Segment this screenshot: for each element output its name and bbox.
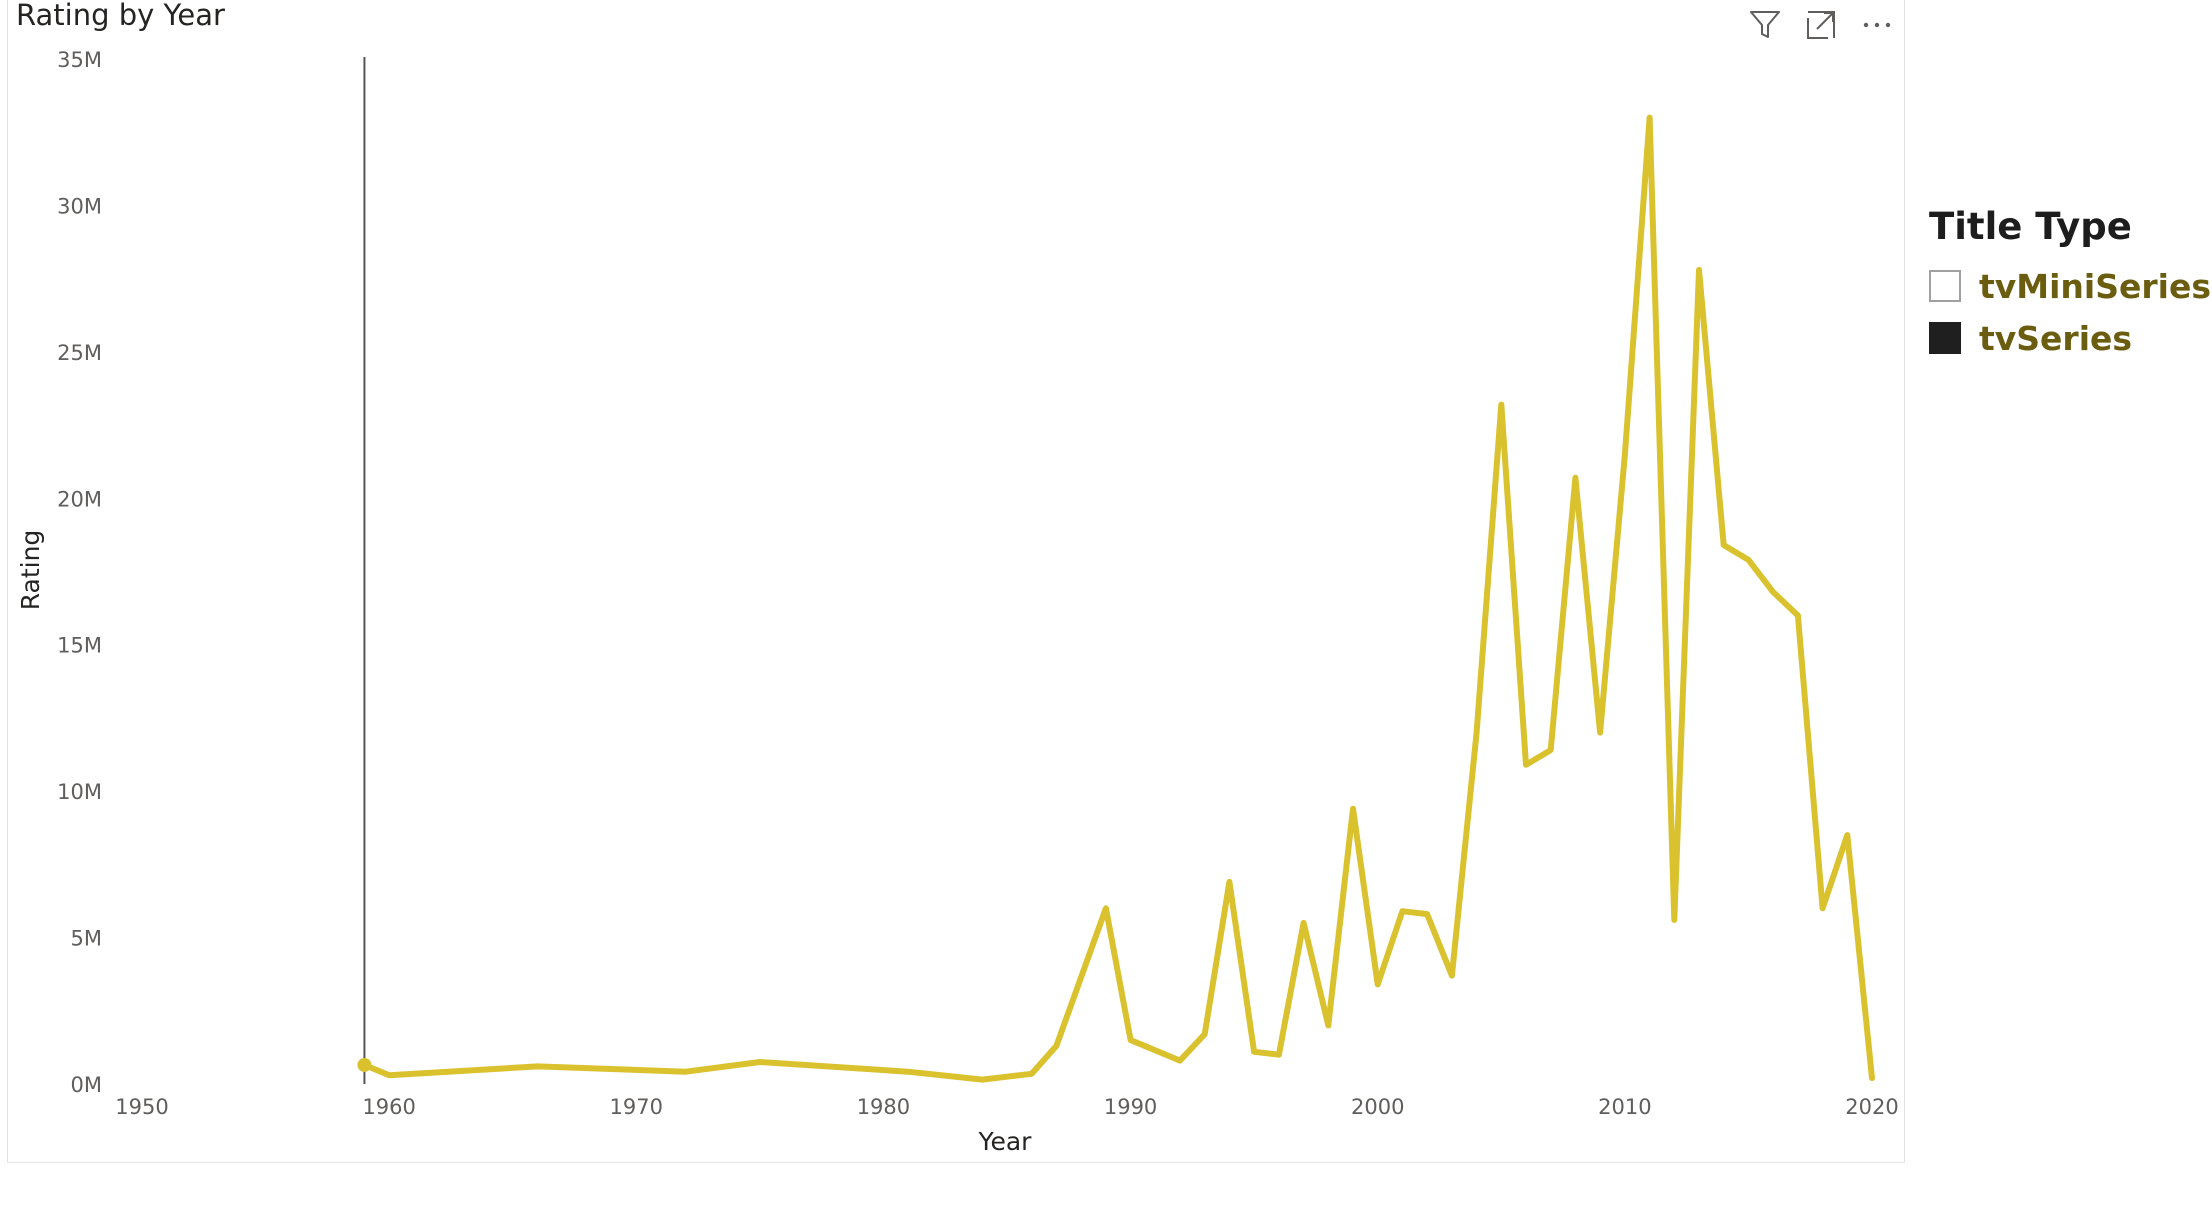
x-tick-label: 1960: [362, 1095, 415, 1119]
y-tick-label: 0M: [71, 1073, 102, 1097]
series-layer: [357, 114, 1875, 1083]
legend-item-tvminiseries[interactable]: tvMiniSeries: [1929, 260, 2211, 312]
y-tick-label: 30M: [57, 194, 102, 218]
x-tick-label: 1990: [1104, 1095, 1157, 1119]
legend-label-tvminiseries: tvMiniSeries: [1979, 266, 2211, 306]
focus-mode-icon[interactable]: [1802, 6, 1840, 44]
legend-title: Title Type: [1929, 205, 2132, 248]
y-tick-label: 10M: [57, 780, 102, 804]
filter-icon[interactable]: [1746, 6, 1784, 44]
legend-swatch-tvseries: [1929, 322, 1961, 354]
x-tick-label: 2020: [1845, 1095, 1898, 1119]
legend-item-tvseries[interactable]: tvSeries: [1929, 312, 2211, 364]
x-tick-label: 1950: [115, 1095, 168, 1119]
more-options-icon[interactable]: [1858, 6, 1896, 44]
x-tick-label: 1970: [610, 1095, 663, 1119]
y-tick-label: 35M: [57, 48, 102, 72]
y-tick-label: 5M: [71, 927, 102, 951]
y-axis-title: Rating: [16, 530, 45, 611]
series-line-tvseries[interactable]: [361, 114, 1875, 1083]
x-tick-label: 1980: [857, 1095, 910, 1119]
y-tick-label: 20M: [57, 487, 102, 511]
legend-swatch-tvminiseries: [1929, 270, 1961, 302]
legend-label-tvseries: tvSeries: [1979, 318, 2133, 358]
y-axis: 0M 5M 10M 15M 20M 25M 30M 35M: [57, 48, 102, 1097]
y-tick-label: 25M: [57, 341, 102, 365]
x-tick-label: 2000: [1351, 1095, 1404, 1119]
x-axis: 1950 1960 1970 1980 1990 2000 2010 2020: [115, 1095, 1898, 1119]
data-point-marker[interactable]: [357, 1057, 372, 1072]
visual-header: [1746, 6, 1896, 44]
x-axis-title: Year: [978, 1127, 1033, 1156]
visual-container: [7, 0, 1905, 1163]
legend: Title Type tvMiniSeries tvSeries: [1929, 205, 2211, 364]
y-tick-label: 15M: [57, 634, 102, 658]
x-tick-label: 2010: [1598, 1095, 1651, 1119]
chart-title: Rating by Year: [16, 0, 225, 32]
